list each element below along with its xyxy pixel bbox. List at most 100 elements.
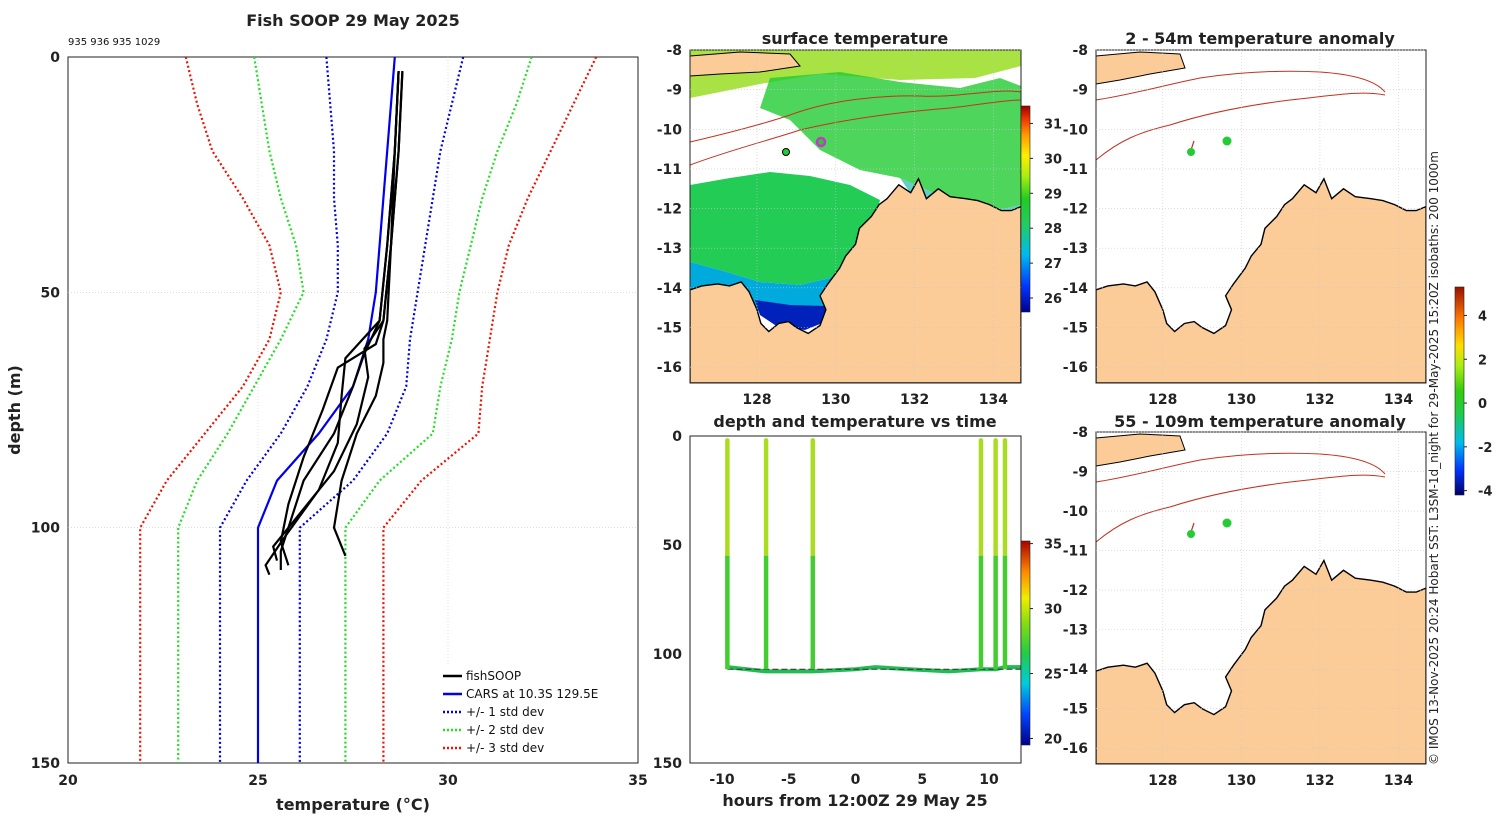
fishsoop-profile-line (279, 71, 400, 566)
profile-ytick-label: 100 (31, 521, 60, 537)
std2-plus-line (344, 57, 533, 763)
anomaly1-ytick-label: -10 (1063, 122, 1089, 138)
sst-ytick-label: -16 (657, 360, 682, 376)
anomaly1-land (1096, 177, 1426, 383)
sst-isobath-1000 (690, 99, 1021, 166)
profile-ytick-label: 0 (50, 50, 60, 66)
sst-colorbar-tick-label: 31 (1044, 117, 1062, 132)
anomaly-colorbar-tick-label: 0 (1478, 397, 1487, 412)
anomaly2-xtick-label: 134 (1384, 773, 1413, 789)
profile-panel: 20 25 30 35 0 50 100 150 temperature (°C) depth… (5, 50, 648, 814)
cars-mean-line (256, 57, 396, 763)
sst-title: surface temperature (762, 29, 949, 48)
profile-ytick-label: 150 (31, 756, 60, 772)
sst-ytick-label: -14 (657, 281, 683, 297)
anomaly2-ytick-label: -12 (1063, 583, 1088, 599)
legend-cars-label: CARS at 10.3S 129.5E (466, 687, 598, 701)
legend-std3-label: +/- 3 std dev (466, 741, 544, 755)
anomaly1-isobath-1000 (1096, 92, 1386, 161)
fishsoop-profile-line (271, 71, 404, 561)
anomaly1-ytick-label: -14 (1063, 281, 1089, 297)
sst-land (690, 177, 1021, 383)
sst-colorbar (1020, 105, 1031, 313)
anomaly1-xtick-label: 128 (1148, 392, 1177, 408)
std3-plus-line (382, 57, 598, 763)
profile-xtick-label: 25 (248, 773, 267, 789)
anomaly-colorbar-tick-label: -4 (1478, 485, 1492, 500)
std3-minus-line (139, 57, 282, 763)
anomaly2-profile-marker-east (1222, 518, 1232, 528)
sst-map-panel: 128 130 132 134 -8 -9 -10 -11 -12 -13 -14 -15 -16 su… (657, 29, 1062, 408)
anomaly-colorbar-tick-label: 4 (1478, 309, 1487, 324)
anomaly1-xtick-label: 132 (1305, 392, 1334, 408)
anomaly1-profile-marker-west (1187, 148, 1195, 156)
profile-title: temperature (°C) (276, 795, 430, 814)
sst-xtick-label: 134 (979, 392, 1008, 408)
figure-title: Fish SOOP 29 May 2025 (246, 11, 460, 30)
copyright-note: © IMOS 13-Nov-2025 20:24 Hobart SST: L3S… (1427, 151, 1441, 765)
anomaly2-ytick-label: -11 (1063, 544, 1088, 560)
anomaly2-ytick-label: -8 (1072, 425, 1088, 441)
time-xtick-label: 10 (979, 772, 999, 788)
sst-colorbar-tick-label: 27 (1044, 257, 1062, 272)
anomaly1-ytick-label: -9 (1072, 83, 1088, 99)
anomaly2-land (1096, 558, 1426, 764)
profile-ids: 935 936 935 1029 (68, 37, 160, 48)
anomaly2-profile-marker-west (1187, 530, 1195, 538)
anomaly1-title: 2 - 54m temperature anomaly (1125, 29, 1395, 48)
profile-xtick-label: 20 (58, 773, 78, 789)
sst-xtick-label: 132 (900, 392, 929, 408)
std1-minus-line (218, 57, 339, 763)
legend-std1-label: +/- 1 std dev (466, 705, 544, 719)
profile-xtick-label: 35 (628, 773, 647, 789)
sst-xtick-label: 128 (742, 392, 771, 408)
sst-profile-marker-west (782, 148, 790, 156)
anomaly2-ytick-label: -16 (1063, 741, 1088, 757)
legend-fishsoop-label: fishSOOP (466, 669, 521, 683)
time-xtick-label: -5 (781, 772, 797, 788)
time-title: depth and temperature vs time (713, 412, 996, 431)
anomaly2-title: 55 - 109m temperature anomaly (1114, 412, 1406, 431)
time-ytick-label: 100 (653, 647, 682, 663)
anomaly2-ytick-label: -10 (1063, 504, 1089, 520)
anomaly2-ytick-label: -15 (1063, 702, 1088, 718)
anomaly-colorbar (1454, 286, 1465, 496)
time-xtick-label: 0 (851, 772, 861, 788)
sst-field-green-south (690, 172, 880, 285)
anomaly2-xtick-label: 128 (1148, 773, 1177, 789)
anomaly2-xtick-label: 132 (1305, 773, 1334, 789)
anomaly1-profile-marker-east (1222, 136, 1232, 146)
sst-field-cold (755, 300, 830, 330)
sst-ytick-label: -8 (666, 43, 682, 59)
anomaly1-isobath-200 (1096, 70, 1386, 101)
time-ytick-label: 150 (653, 756, 682, 772)
anomaly1-xtick-label: 130 (1227, 392, 1256, 408)
profile-ytick-label: 50 (41, 285, 61, 301)
sst-ytick-label: -12 (657, 202, 682, 218)
sst-ytick-label: -11 (657, 162, 682, 178)
fishsoop-profile-line (264, 71, 400, 576)
anomaly1-ytick-label: -15 (1063, 321, 1088, 337)
anomaly2-isobath-1000 (1096, 474, 1386, 543)
anomaly2-xtick-label: 130 (1227, 773, 1256, 789)
anomaly-map-deep: 128 130 132 134 -8 -9 -10 -11 -12 -13 -14 -15 -16 55… (1063, 286, 1492, 789)
sst-colorbar-tick-label: 28 (1044, 222, 1062, 237)
sst-ytick-label: -15 (657, 321, 682, 337)
anomaly2-ytick-label: -9 (1072, 465, 1088, 481)
anomaly1-xtick-label: 134 (1384, 392, 1413, 408)
time-colorbar-tick-label: 25 (1044, 668, 1062, 683)
profile-legend: fishSOOP CARS at 10.3S 129.5E +/- 1 std … (438, 666, 634, 760)
time-xtick-label: -10 (709, 772, 735, 788)
anomaly1-ytick-label: -8 (1072, 43, 1088, 59)
anomaly2-isobath-200 (1096, 452, 1386, 483)
fishsoop-profile-line (332, 71, 404, 557)
anomaly-map-shallow: 128 130 132 134 -8 -9 -10 -11 -12 -13 -14 -15 -16 2 … (1063, 29, 1427, 408)
anomaly1-ytick-label: -12 (1063, 202, 1088, 218)
anomaly2-ytick-label: -13 (1063, 623, 1088, 639)
sst-colorbar-tick-label: 26 (1044, 292, 1062, 307)
profile-ylabel: depth (m) (5, 365, 24, 455)
std2-minus-line (177, 57, 305, 763)
anomaly-colorbar-tick-label: 2 (1478, 353, 1487, 368)
